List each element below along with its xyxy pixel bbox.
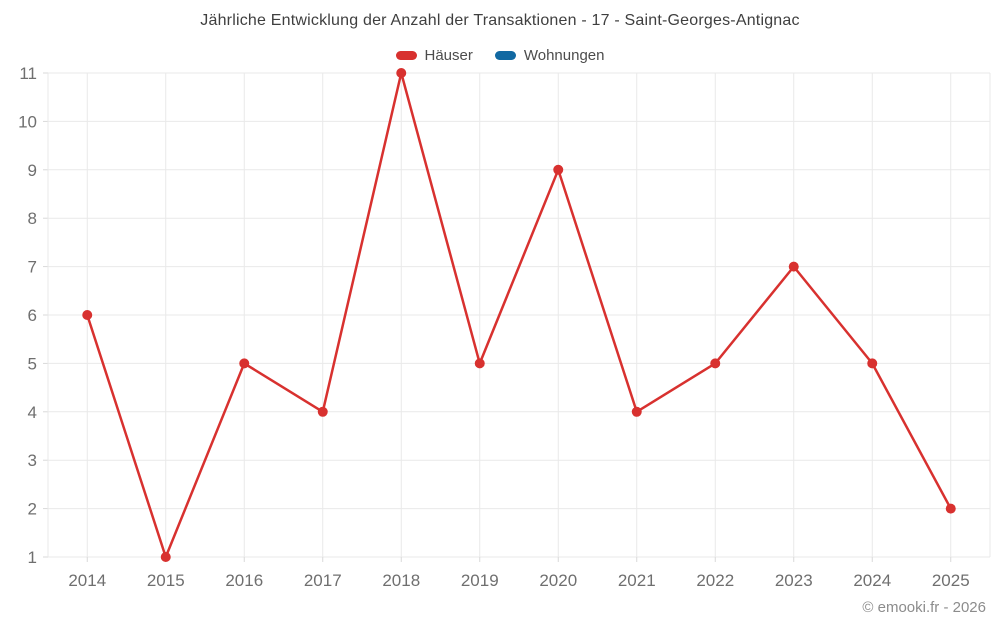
x-axis-label: 2020 bbox=[539, 571, 577, 590]
y-axis-label: 1 bbox=[28, 548, 37, 567]
y-axis-label: 4 bbox=[28, 403, 37, 422]
data-point[interactable] bbox=[474, 358, 485, 369]
copyright-text: © emooki.fr - 2026 bbox=[862, 599, 986, 616]
x-axis-label: 2019 bbox=[461, 571, 499, 590]
legend-item-wohnungen[interactable]: Wohnungen bbox=[494, 47, 605, 64]
data-point[interactable] bbox=[82, 310, 93, 320]
y-axis-label: 10 bbox=[18, 112, 37, 131]
legend-item-haeuser[interactable]: Häuser bbox=[395, 47, 473, 64]
data-point[interactable] bbox=[317, 406, 328, 417]
x-axis-label: 2018 bbox=[382, 571, 420, 590]
data-point[interactable] bbox=[396, 68, 407, 78]
y-axis-label: 3 bbox=[28, 451, 37, 470]
data-point[interactable] bbox=[710, 358, 721, 369]
data-point[interactable] bbox=[553, 164, 564, 175]
series-line-häuser bbox=[86, 71, 952, 559]
y-axis-label: 5 bbox=[28, 354, 37, 373]
data-point[interactable] bbox=[945, 503, 956, 514]
x-axis-label: 2014 bbox=[68, 571, 106, 590]
data-point[interactable] bbox=[160, 552, 171, 562]
x-axis-label: 2017 bbox=[304, 571, 342, 590]
data-point[interactable] bbox=[788, 261, 799, 272]
wohnungen-series-swatch bbox=[494, 51, 516, 60]
y-axis-label: 7 bbox=[28, 258, 37, 277]
haeuser-series-swatch bbox=[395, 51, 417, 60]
y-axis-label: 9 bbox=[28, 161, 37, 180]
x-axis-label: 2025 bbox=[932, 571, 970, 590]
y-axis-label: 2 bbox=[28, 500, 37, 519]
x-axis-label: 2016 bbox=[225, 571, 263, 590]
y-axis-label: 11 bbox=[19, 64, 37, 83]
data-point[interactable] bbox=[239, 358, 250, 369]
x-axis-label: 2021 bbox=[618, 571, 656, 590]
x-axis-label: 2015 bbox=[147, 571, 185, 590]
x-axis-label: 2024 bbox=[853, 571, 891, 590]
y-axis-label: 6 bbox=[28, 306, 37, 325]
chart-title: Jährliche Entwicklung der Anzahl der Tra… bbox=[200, 12, 800, 29]
y-axis-label: 8 bbox=[28, 209, 37, 228]
data-point[interactable] bbox=[867, 358, 878, 369]
legend: Häuser Wohnungen bbox=[0, 47, 1000, 64]
legend-label-haeuser: Häuser bbox=[424, 47, 473, 64]
legend-label-wohnungen: Wohnungen bbox=[523, 47, 605, 64]
x-axis-label: 2023 bbox=[775, 571, 813, 590]
data-point[interactable] bbox=[631, 406, 642, 417]
x-axis-label: 2022 bbox=[696, 571, 734, 590]
